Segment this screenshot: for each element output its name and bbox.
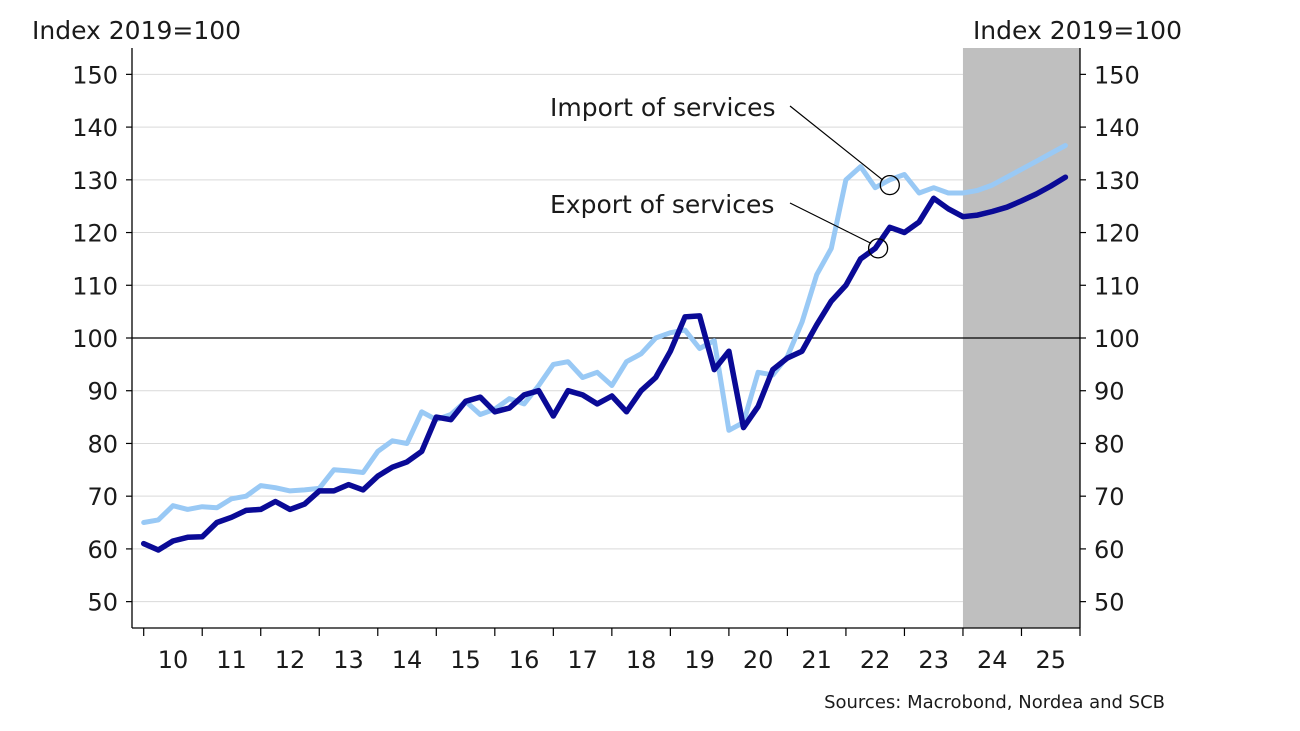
right-y-tick-label: 120: [1094, 220, 1140, 248]
left-y-tick-label: 140: [72, 114, 118, 142]
left-y-tick-label: 130: [72, 167, 118, 195]
import-annotation-marker: [879, 174, 900, 196]
left-y-tick-label: 90: [87, 378, 118, 406]
left-y-tick-label: 110: [72, 272, 118, 300]
right-y-tick-label: 140: [1094, 114, 1140, 142]
x-tick-label: 13: [333, 646, 364, 674]
right-y-tick-label: 80: [1094, 430, 1125, 458]
import-annotation-leader: [789, 105, 884, 181]
left-y-tick-label: 70: [87, 483, 118, 511]
import-annotation-label: Import of services: [550, 93, 776, 122]
right-y-tick-label: 90: [1094, 378, 1125, 406]
x-tick-label: 18: [626, 646, 657, 674]
right-y-tick-label: 70: [1094, 483, 1125, 511]
import-of-services-line: [141, 143, 1068, 525]
x-tick-label: 11: [216, 646, 247, 674]
left-axis-unit-label: Index 2019=100: [32, 16, 241, 45]
right-y-tick-label: 50: [1094, 589, 1125, 617]
left-y-tick-label: 100: [72, 325, 118, 353]
left-y-tick-label: 120: [72, 220, 118, 248]
x-tick-label: 21: [801, 646, 832, 674]
left-y-tick-label: 50: [87, 589, 118, 617]
export-annotation-label: Export of services: [550, 190, 774, 219]
right-axis-unit-label: Index 2019=100: [973, 16, 1182, 45]
x-tick-label: 25: [1035, 646, 1066, 674]
right-y-tick-label: 110: [1094, 272, 1140, 300]
x-tick-label: 23: [918, 646, 949, 674]
left-y-tick-label: 80: [87, 430, 118, 458]
export-annotation-marker: [867, 238, 889, 259]
x-tick-label: 19: [684, 646, 715, 674]
x-tick-label: 17: [567, 646, 598, 674]
source-note: Sources: Macrobond, Nordea and SCB: [824, 692, 1165, 713]
left-y-tick-label: 60: [87, 536, 118, 564]
x-tick-label: 24: [977, 646, 1008, 674]
right-y-tick-label: 60: [1094, 536, 1125, 564]
x-tick-label: 22: [860, 646, 891, 674]
x-tick-label: 10: [158, 646, 189, 674]
left-y-tick-label: 150: [72, 61, 118, 89]
x-tick-label: 15: [450, 646, 481, 674]
right-y-tick-label: 130: [1094, 167, 1140, 195]
export-of-services-line: [140, 174, 1069, 553]
x-tick-label: 16: [509, 646, 540, 674]
x-tick-label: 12: [275, 646, 306, 674]
export-annotation-leader: [789, 202, 872, 244]
right-y-tick-label: 100: [1094, 325, 1140, 353]
x-tick-label: 14: [392, 646, 423, 674]
x-tick-label: 20: [743, 646, 774, 674]
right-y-tick-label: 150: [1094, 61, 1140, 89]
